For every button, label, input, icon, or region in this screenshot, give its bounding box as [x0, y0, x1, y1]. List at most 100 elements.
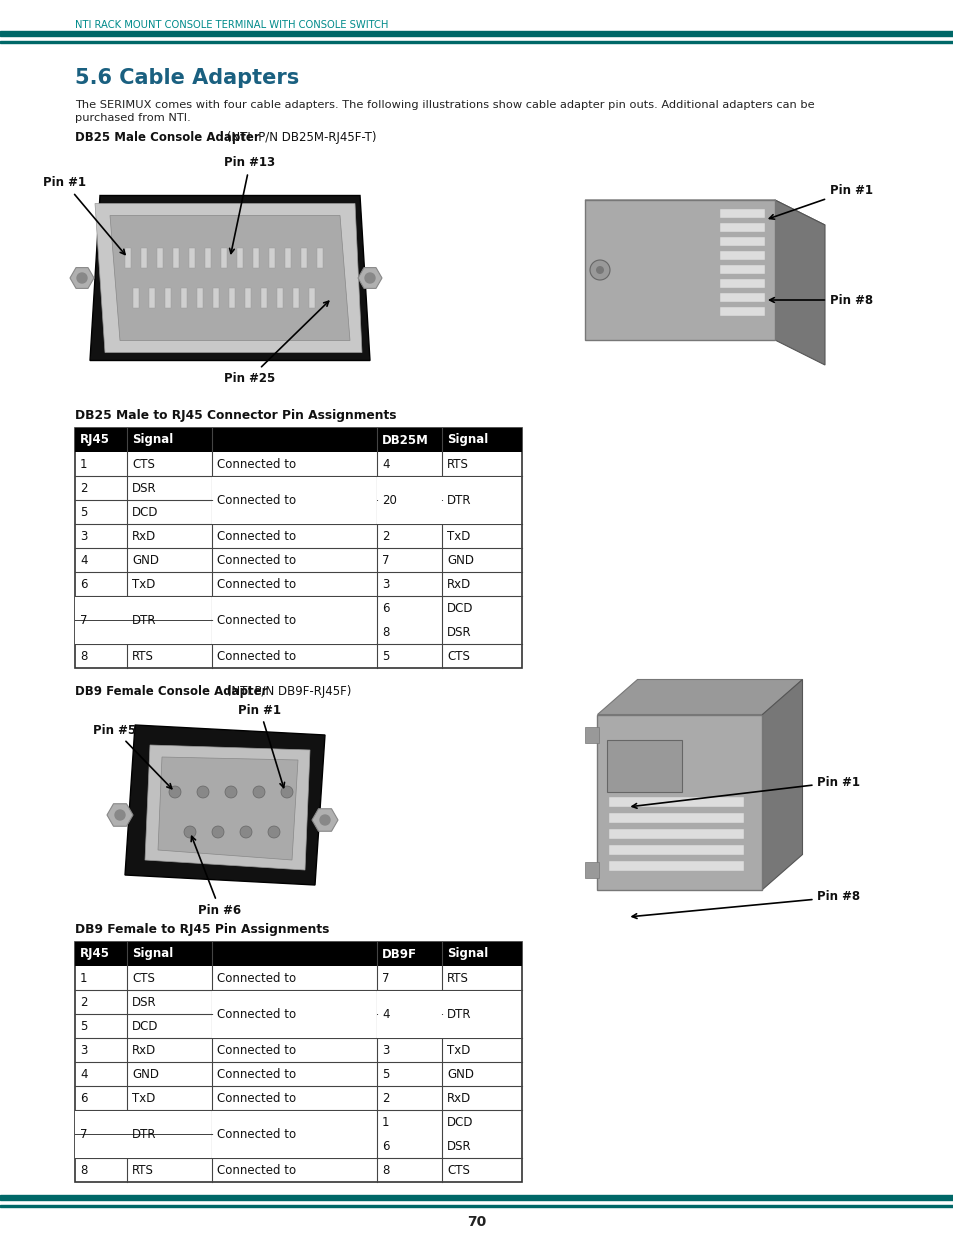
- Bar: [607, 740, 681, 792]
- Text: DTR: DTR: [132, 1128, 156, 1140]
- Text: Signal: Signal: [132, 433, 173, 447]
- Text: DTR: DTR: [447, 482, 471, 494]
- Bar: [205, 248, 211, 268]
- Bar: [609, 861, 743, 871]
- Bar: [213, 477, 376, 499]
- Text: GND: GND: [132, 553, 159, 567]
- Text: 7: 7: [381, 972, 389, 984]
- Polygon shape: [357, 268, 381, 289]
- Bar: [301, 248, 307, 268]
- Text: 8: 8: [381, 1163, 389, 1177]
- Bar: [316, 248, 323, 268]
- Text: 4: 4: [381, 995, 389, 1009]
- Text: TxD: TxD: [447, 530, 470, 542]
- Text: DTR: DTR: [447, 1008, 471, 1020]
- Bar: [269, 248, 274, 268]
- Bar: [149, 288, 154, 308]
- Bar: [720, 251, 764, 261]
- Text: Signal: Signal: [447, 433, 488, 447]
- Text: TxD: TxD: [447, 1044, 470, 1056]
- Text: Pin #8: Pin #8: [769, 294, 872, 306]
- Polygon shape: [312, 809, 337, 831]
- Text: Pin #1: Pin #1: [768, 184, 872, 219]
- Bar: [261, 288, 267, 308]
- Text: 4: 4: [381, 457, 389, 471]
- Circle shape: [596, 266, 603, 274]
- Text: Pin #8: Pin #8: [632, 890, 860, 919]
- Text: Signal: Signal: [132, 947, 173, 961]
- Text: TxD: TxD: [132, 1092, 155, 1104]
- Text: DTR: DTR: [132, 614, 156, 626]
- Bar: [285, 248, 291, 268]
- Text: CTS: CTS: [132, 972, 154, 984]
- Text: 6: 6: [381, 601, 389, 615]
- Text: Connected to: Connected to: [216, 614, 295, 626]
- Text: 2: 2: [381, 530, 389, 542]
- Text: 70: 70: [467, 1215, 486, 1229]
- Text: RJ45: RJ45: [80, 433, 110, 447]
- Text: 1: 1: [80, 972, 88, 984]
- Text: 4: 4: [80, 1067, 88, 1081]
- Circle shape: [212, 826, 224, 839]
- Text: DB25M: DB25M: [381, 433, 429, 447]
- Circle shape: [196, 785, 209, 798]
- Text: 7: 7: [80, 601, 88, 615]
- Bar: [0, 31, 953, 36]
- Bar: [75, 620, 212, 643]
- Bar: [585, 726, 598, 742]
- Text: 1: 1: [381, 1115, 389, 1129]
- Bar: [720, 266, 764, 274]
- Text: DB25 Male Console Adapter: DB25 Male Console Adapter: [75, 131, 259, 144]
- Bar: [245, 288, 251, 308]
- Text: RJ45: RJ45: [80, 947, 110, 961]
- Text: 4: 4: [80, 553, 88, 567]
- Bar: [213, 500, 376, 524]
- Text: DTR: DTR: [132, 601, 156, 615]
- Circle shape: [225, 785, 236, 798]
- Polygon shape: [125, 725, 325, 885]
- Circle shape: [589, 261, 609, 280]
- Polygon shape: [107, 804, 132, 826]
- Polygon shape: [145, 745, 310, 869]
- Text: DTR: DTR: [447, 494, 471, 506]
- Bar: [377, 990, 521, 1014]
- Text: Connected to: Connected to: [216, 1163, 295, 1177]
- Text: CTS: CTS: [132, 457, 154, 471]
- Polygon shape: [110, 215, 350, 341]
- Bar: [720, 308, 764, 316]
- Text: 3: 3: [381, 1044, 389, 1056]
- Text: Pin #5: Pin #5: [93, 724, 172, 789]
- Bar: [75, 597, 212, 620]
- Text: DTR: DTR: [447, 995, 471, 1009]
- Bar: [229, 288, 234, 308]
- Text: RxD: RxD: [447, 1092, 471, 1104]
- Text: (NTI P/N DB9F-RJ45F): (NTI P/N DB9F-RJ45F): [223, 685, 351, 699]
- Bar: [213, 620, 376, 643]
- Text: Connected to: Connected to: [216, 650, 295, 662]
- Text: 6: 6: [381, 1140, 389, 1152]
- Text: DCD: DCD: [447, 1115, 473, 1129]
- Circle shape: [365, 273, 375, 283]
- Text: 8: 8: [80, 650, 88, 662]
- Bar: [609, 829, 743, 839]
- Text: 5: 5: [80, 505, 88, 519]
- Text: (NTI  P/N DB25M-RJ45F-T): (NTI P/N DB25M-RJ45F-T): [223, 131, 376, 144]
- Text: purchased from NTI.: purchased from NTI.: [75, 112, 191, 124]
- Bar: [189, 248, 194, 268]
- Bar: [585, 862, 598, 878]
- Polygon shape: [774, 200, 824, 366]
- Bar: [181, 288, 187, 308]
- Text: Connected to: Connected to: [216, 1067, 295, 1081]
- Text: RxD: RxD: [132, 1044, 156, 1056]
- Text: DSR: DSR: [132, 995, 156, 1009]
- Text: 4: 4: [381, 1008, 389, 1020]
- Text: DSR: DSR: [447, 1140, 471, 1152]
- Bar: [309, 288, 314, 308]
- Bar: [720, 237, 764, 246]
- Text: 3: 3: [80, 1044, 88, 1056]
- Circle shape: [268, 826, 280, 839]
- Bar: [276, 288, 283, 308]
- Bar: [125, 248, 131, 268]
- Text: Pin #13: Pin #13: [224, 157, 275, 253]
- Text: 7: 7: [381, 553, 389, 567]
